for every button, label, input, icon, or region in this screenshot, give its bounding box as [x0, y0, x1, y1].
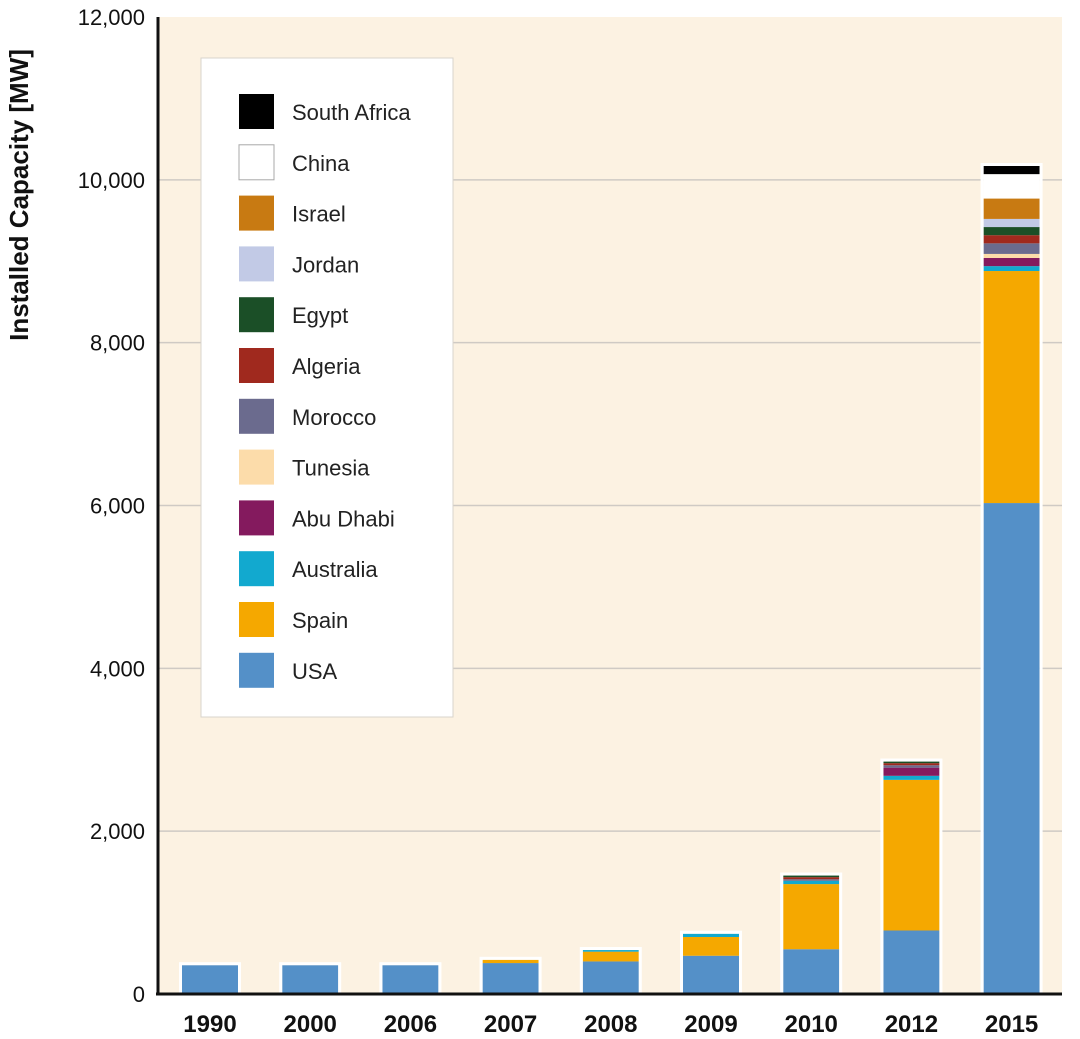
legend-swatch: [239, 449, 274, 485]
bar-segment: [883, 763, 940, 766]
x-tick-label: 2007: [484, 1011, 537, 1038]
legend-label: China: [292, 151, 350, 176]
legend-label: Tunesia: [292, 456, 370, 481]
bar-segment: [883, 779, 940, 931]
bar-segment: [783, 884, 840, 950]
bar-segment: [983, 503, 1040, 994]
legend-swatch: [239, 652, 274, 688]
x-tick-label: 2009: [684, 1011, 737, 1038]
legend-label: Australia: [292, 557, 378, 582]
legend-swatch: [239, 398, 274, 434]
legend-swatch: [239, 246, 274, 282]
x-axis-labels: 1990 2000 2006 2007 2008 2009 2010 2012 2015: [183, 1011, 1038, 1038]
bar-stack: [980, 162, 1043, 996]
legend-swatch: [239, 195, 274, 231]
bar-segment: [983, 253, 1040, 258]
bar-segment: [983, 266, 1040, 272]
axes: [156, 17, 1062, 996]
y-axis-title: Installed Capacity [MW]: [4, 49, 34, 341]
x-tick-label: 2015: [985, 1011, 1038, 1038]
bars: [179, 162, 1043, 996]
bar-segment: [783, 875, 840, 878]
y-axis-ticks: 0 2,000 4,000 6,000 8,000 10,000 12,000: [78, 5, 145, 1007]
legend-label: Egypt: [292, 303, 348, 328]
bar-segment: [983, 271, 1040, 504]
bar-segment: [683, 933, 739, 938]
bar-segment: [582, 961, 639, 994]
legend-swatch: [239, 297, 274, 333]
bar-segment: [983, 198, 1040, 219]
legend-swatch: [238, 144, 275, 181]
legend-swatch: [239, 348, 274, 383]
y-tick-label: 8,000: [90, 331, 145, 356]
y-tick-label: 10,000: [78, 168, 145, 193]
legend-swatch: [239, 94, 274, 129]
bar-segment: [983, 227, 1040, 236]
y-tick-label: 0: [133, 982, 145, 1007]
bar-segment: [482, 963, 539, 994]
bar-segment: [783, 877, 840, 880]
bar-stack: [780, 872, 843, 996]
legend-label: Abu Dhabi: [292, 506, 395, 531]
bar-segment: [983, 235, 1040, 244]
legend-swatch: [239, 602, 274, 637]
bar-segment: [683, 937, 739, 956]
y-tick-label: 6,000: [90, 494, 145, 519]
legend: South Africa China Israel Jordan Egypt Algeri…: [200, 57, 454, 718]
bar-segment: [783, 879, 840, 881]
bar-segment: [482, 959, 539, 964]
bar-segment: [883, 775, 940, 780]
bar-stack: [179, 962, 241, 996]
bar-segment: [983, 257, 1040, 267]
bar-segment: [783, 949, 840, 994]
bar-segment: [883, 765, 940, 768]
legend-swatch: [239, 551, 274, 587]
legend-label: Morocco: [292, 405, 376, 430]
bar-segment: [182, 965, 238, 994]
x-tick-label: 2000: [284, 1011, 337, 1038]
bar-segment: [382, 965, 439, 994]
x-tick-label: 2008: [584, 1011, 637, 1038]
legend-label: Jordan: [292, 252, 359, 277]
y-tick-label: 12,000: [78, 5, 145, 30]
bar-stack: [880, 758, 943, 996]
bar-segment: [683, 955, 739, 994]
x-tick-label: 2010: [785, 1011, 838, 1038]
legend-label: South Africa: [292, 100, 411, 125]
legend-label: Israel: [292, 202, 346, 227]
bar-stack: [680, 930, 742, 996]
bar-stack: [479, 956, 542, 996]
x-tick-label: 1990: [183, 1011, 236, 1038]
bar-stack: [579, 947, 642, 996]
bar-segment: [582, 950, 639, 952]
bar-segment: [883, 930, 940, 994]
bar-stack: [379, 962, 442, 996]
bar-segment: [983, 174, 1040, 199]
y-tick-label: 4,000: [90, 656, 145, 681]
bar-segment: [983, 218, 1040, 228]
legend-label: Spain: [292, 608, 348, 633]
bar-segment: [783, 880, 840, 885]
x-tick-label: 2012: [885, 1011, 938, 1038]
legend-label: USA: [292, 659, 338, 684]
y-tick-label: 2,000: [90, 819, 145, 844]
bar-segment: [282, 965, 339, 994]
bar-segment: [883, 761, 940, 764]
legend-swatch: [239, 500, 274, 536]
bar-segment: [983, 243, 1040, 254]
legend-label: Algeria: [292, 354, 361, 379]
x-tick-label: 2006: [384, 1011, 437, 1038]
bar-segment: [883, 767, 940, 776]
bar-stack: [279, 962, 342, 996]
bar-segment: [983, 165, 1040, 175]
bar-segment: [582, 951, 639, 962]
